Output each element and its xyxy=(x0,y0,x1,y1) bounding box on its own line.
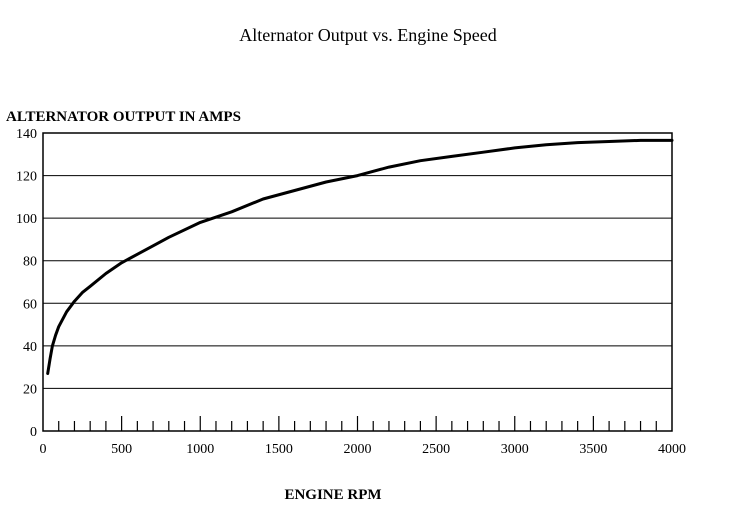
x-tick-label-500: 500 xyxy=(111,442,132,457)
y-tick-label-0: 0 xyxy=(30,425,37,440)
y-tick-label-60: 60 xyxy=(23,297,37,312)
y-tick-label-20: 20 xyxy=(23,382,37,397)
x-tick-label-3000: 3000 xyxy=(501,442,529,457)
x-tick-label-0: 0 xyxy=(40,442,47,457)
chart-title: Alternator Output vs. Engine Speed xyxy=(239,25,496,45)
series-line xyxy=(46,138,674,375)
y-tick-label-80: 80 xyxy=(23,255,37,270)
y-axis-label: ALTERNATOR OUTPUT IN AMPS xyxy=(6,109,241,125)
x-tick-label-1500: 1500 xyxy=(265,442,293,457)
plot-frame xyxy=(42,132,673,432)
x-tick-label-3500: 3500 xyxy=(579,442,607,457)
y-tick-label-40: 40 xyxy=(23,340,37,355)
plot-area: 0 20 40 60 80 100 120 140 0 500 1000 1500 2000 2500 30… xyxy=(16,127,686,457)
x-tick-label-2500: 2500 xyxy=(422,442,450,457)
x-tick-label-1000: 1000 xyxy=(186,442,214,457)
x-axis-label: ENGINE RPM xyxy=(284,487,381,503)
x-tick-label-2000: 2000 xyxy=(344,442,372,457)
y-tick-label-100: 100 xyxy=(16,212,37,227)
y-tick-label-140: 140 xyxy=(16,127,37,142)
y-tick-label-120: 120 xyxy=(16,170,37,185)
x-tick-label-4000: 4000 xyxy=(658,442,686,457)
